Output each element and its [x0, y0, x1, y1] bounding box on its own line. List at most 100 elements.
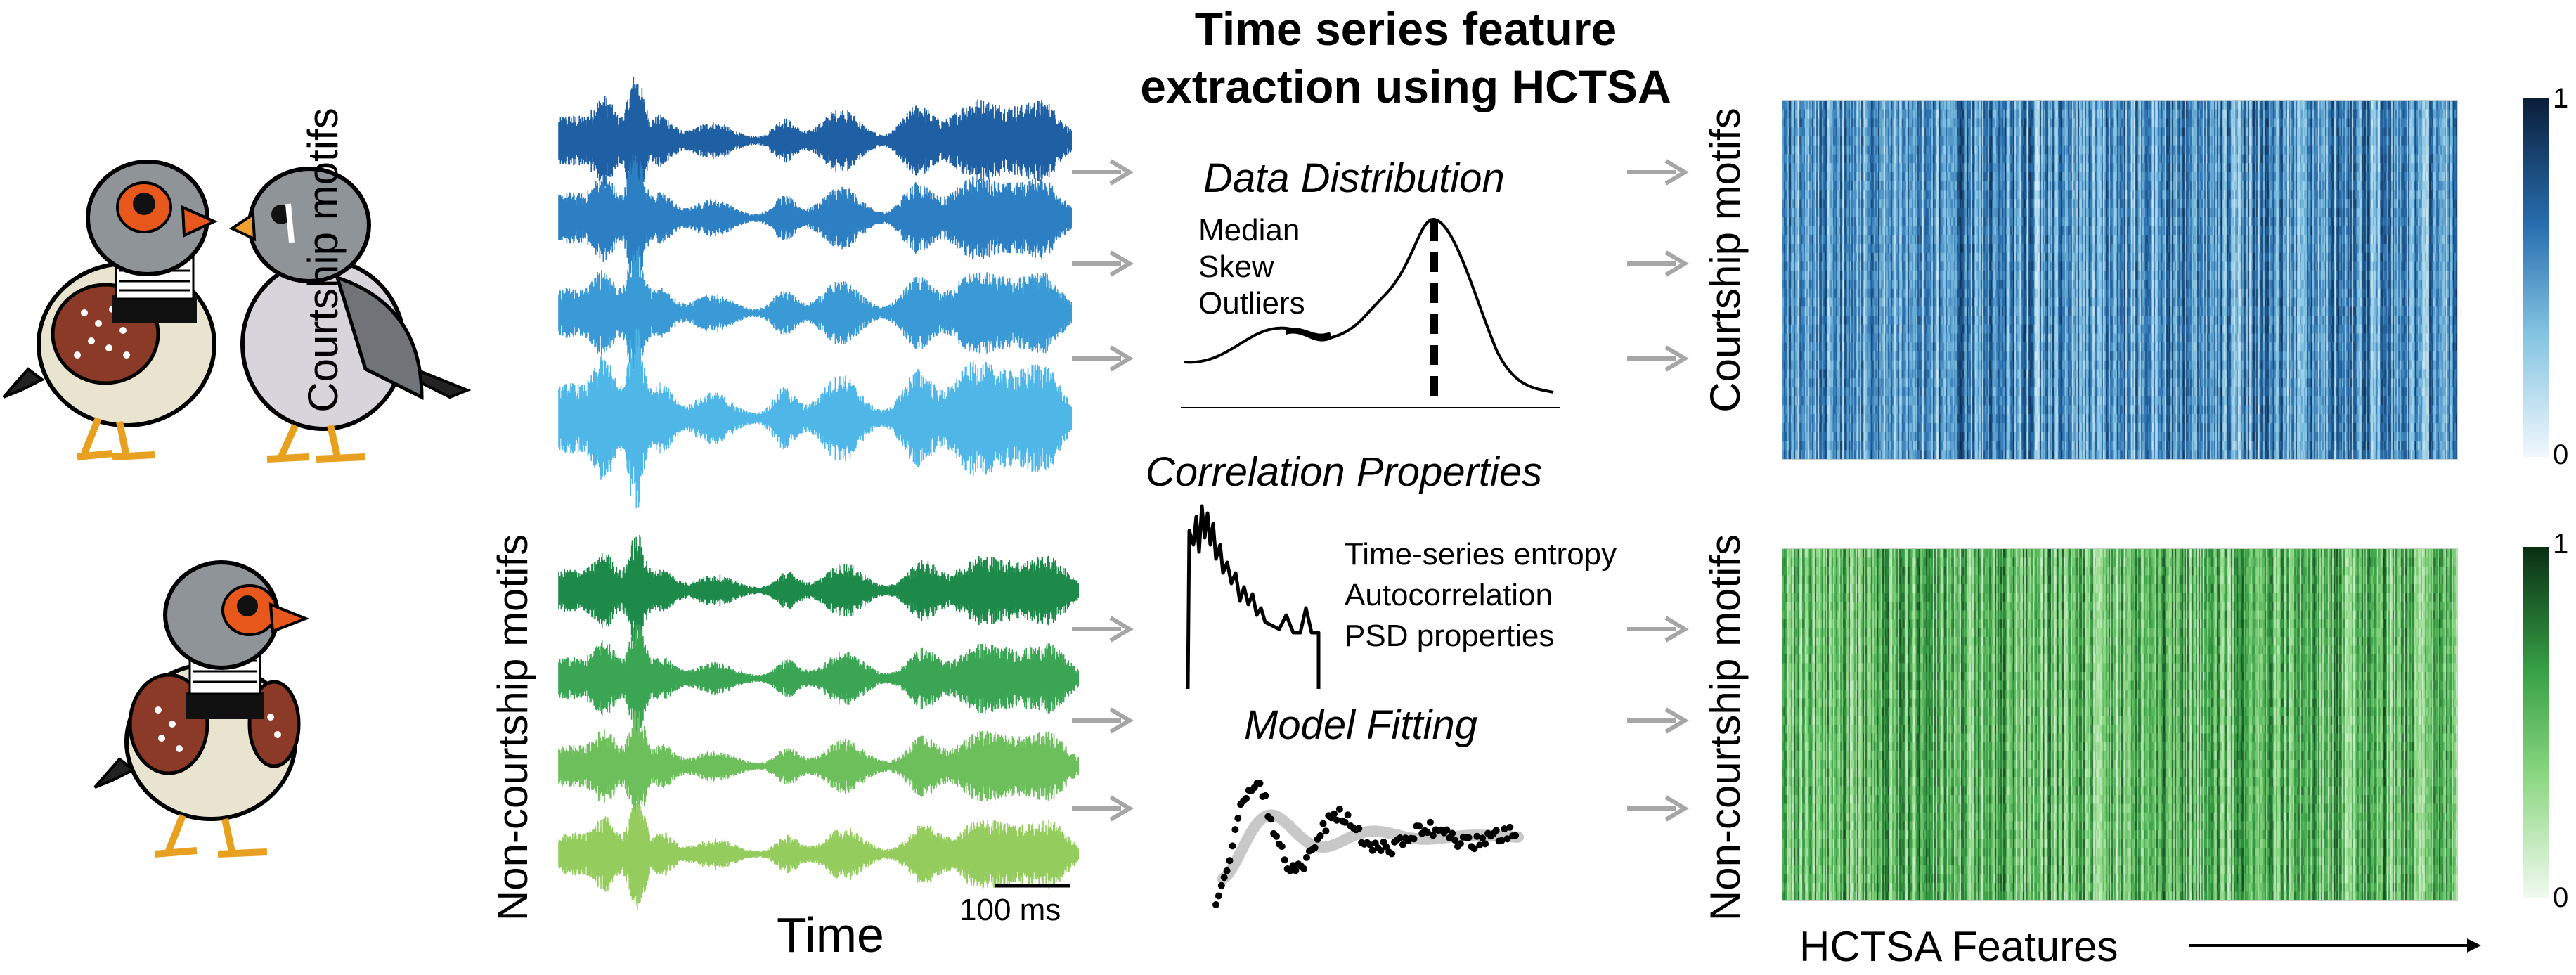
model-fit-point: [1492, 827, 1500, 834]
time-axis-label: Time: [777, 908, 884, 962]
model-fit-point: [1512, 832, 1520, 839]
list-item: PSD properties: [1345, 619, 1555, 653]
model-fit-point: [1424, 829, 1431, 837]
model-fit-point: [1303, 853, 1310, 861]
model-fit-point: [1226, 857, 1234, 865]
model-fit-point: [1217, 882, 1225, 889]
model-fit-point: [1341, 818, 1349, 826]
scale-bar: [995, 884, 1070, 888]
model-fit-point: [1316, 832, 1324, 839]
arrow-icon: [1072, 795, 1134, 822]
model-fitting-heading: Model Fitting: [1244, 702, 1478, 748]
model-fit-point: [1443, 826, 1451, 834]
model-fit-point: [1256, 780, 1264, 787]
arrow-icon: [1627, 616, 1689, 643]
model-fit-point: [1503, 835, 1511, 843]
model-fit-point: [1292, 867, 1300, 874]
model-fit-point: [1278, 843, 1286, 851]
model-fit-point: [1476, 841, 1484, 849]
model-fit-point: [1396, 834, 1404, 841]
figure-title: Time series feature extraction using HCT…: [1068, 0, 1743, 115]
zebra-finch-female-icon: [228, 167, 472, 463]
model-fit-point: [1426, 818, 1434, 826]
model-fit-point: [1399, 841, 1406, 848]
model-fit-point: [1322, 827, 1330, 835]
model-fit-point: [1231, 826, 1239, 834]
arrow-icon: [1072, 616, 1134, 643]
waveform: [558, 534, 1079, 647]
data-distribution-list: Median Skew Outliers: [1198, 212, 1305, 322]
model-fit-point: [1273, 832, 1280, 840]
waveform: [558, 246, 1072, 380]
zebra-finch-male-icon: [2, 160, 218, 460]
model-fit-point: [1333, 816, 1340, 824]
model-fit-point: [1229, 842, 1236, 850]
courtship-colorbar: [2523, 98, 2549, 457]
courtship-birds-illustration: [2, 160, 472, 463]
waveform: [558, 798, 1079, 910]
list-item: Median: [1198, 213, 1300, 247]
model-fit-point: [1451, 837, 1459, 844]
waveform: [558, 624, 1079, 732]
model-fit-point: [1479, 834, 1487, 842]
model-fit-point: [1449, 829, 1456, 837]
zebra-finch-male-icon: [93, 560, 310, 858]
distribution-curve: [1181, 218, 1560, 408]
model-fit-point: [1410, 835, 1418, 843]
model-fit-point: [1501, 825, 1508, 833]
waveform: [558, 154, 1072, 282]
features-axis-arrow: [2189, 938, 2481, 953]
model-fit-point: [1281, 856, 1288, 864]
title-line-1: Time series feature: [1194, 3, 1617, 55]
model-fit-point: [1368, 846, 1376, 854]
arrow-icon: [1627, 159, 1689, 186]
colorbar-max-label: 1: [2553, 529, 2569, 560]
model-fit-point: [1383, 843, 1390, 851]
model-fit-point: [1344, 811, 1352, 819]
model-fit-point: [1243, 794, 1250, 802]
model-fit-point: [1377, 847, 1385, 854]
noncourtship-heatmap: [1782, 548, 2458, 901]
waveform: [558, 76, 1072, 205]
arrow-icon: [1072, 707, 1134, 734]
arrow-icon: [1627, 250, 1689, 277]
model-fit-point: [1220, 874, 1228, 882]
colorbar-min-label: 0: [2553, 439, 2569, 470]
model-fit-point: [1506, 823, 1514, 831]
model-fit-point: [1215, 892, 1222, 900]
correlation-list: Time-series entropy Autocorrelation PSD …: [1345, 534, 1617, 657]
arrow-icon: [1072, 159, 1134, 186]
list-item: Autocorrelation: [1345, 578, 1553, 612]
list-item: Skew: [1198, 250, 1274, 284]
model-fit-point: [1212, 901, 1219, 908]
title-line-2: extraction using HCTSA: [1140, 60, 1671, 112]
model-fit-point: [1286, 867, 1294, 874]
arrow-icon: [1072, 250, 1134, 277]
correlation-heading: Correlation Properties: [1146, 449, 1543, 495]
model-fit-point: [1416, 822, 1423, 830]
model-fit-point: [1331, 810, 1338, 818]
model-fit-point: [1262, 792, 1269, 799]
arrow-icon: [1627, 345, 1689, 372]
colorbar-min-label: 0: [2553, 882, 2569, 913]
autocorrelation-trace: [1186, 504, 1321, 690]
arrow-icon: [1072, 345, 1134, 372]
model-fit-point: [1473, 832, 1481, 840]
model-fit-point: [1366, 841, 1373, 848]
arrow-icon: [1627, 795, 1689, 822]
list-item: Time-series entropy: [1345, 537, 1617, 572]
features-axis-label: HCTSA Features: [1799, 923, 2118, 970]
waveform: [558, 711, 1079, 822]
arrow-icon: [1627, 707, 1689, 734]
model-fitting-plot: [1212, 780, 1524, 908]
model-fit-point: [1465, 834, 1473, 841]
model-fit-point: [1498, 837, 1506, 844]
courtship-heatmap: [1782, 100, 2458, 460]
model-fit-point: [1335, 805, 1343, 813]
model-fit-point: [1223, 867, 1231, 874]
model-fit-point: [1470, 845, 1478, 853]
model-fit-point: [1482, 840, 1489, 848]
list-item: Outliers: [1198, 286, 1305, 321]
colorbar-max-label: 1: [2553, 83, 2569, 114]
